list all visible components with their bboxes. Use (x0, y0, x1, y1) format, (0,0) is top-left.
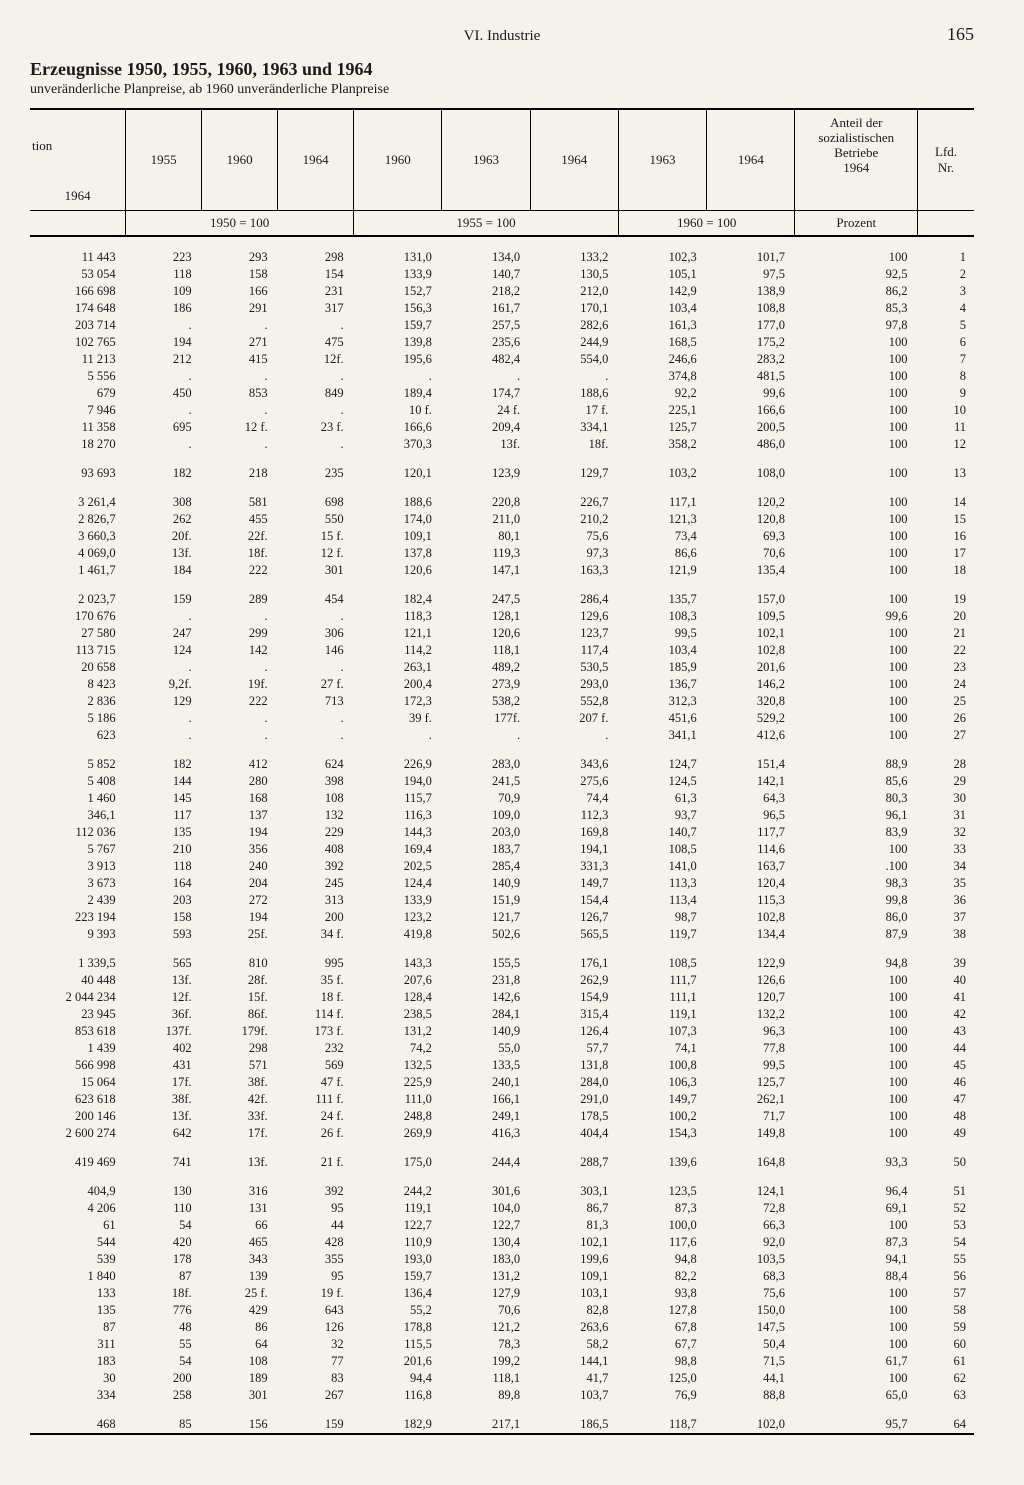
table-row: 93 693182218235120,1123,9129,7103,2108,0… (30, 465, 974, 482)
table-row: 223 194158194200123,2121,7126,798,7102,8… (30, 909, 974, 926)
bottom-rule (30, 1433, 974, 1434)
table-row: 623 61838f.42f.111 f.111,0166,1291,0149,… (30, 1091, 974, 1108)
table-row: 346,1117137132116,3109,0112,393,796,596,… (30, 807, 974, 824)
table-row: 3 261,4308581698188,6220,8226,7117,1120,… (30, 494, 974, 511)
table-row: 7 946...10 f.24 f.17 f.225,1166,610010 (30, 402, 974, 419)
data-table: tion 1955 1960 1964 1960 1963 1964 1963 … (30, 108, 974, 1435)
col-1960: 1960 (202, 109, 278, 210)
chapter-label: VI. Industrie (90, 28, 914, 45)
col-1964: 1964 (278, 109, 354, 210)
table-row: 302001898394,4118,141,7125,044,110062 (30, 1370, 974, 1387)
table-row: 11 443223293298131,0134,0133,2102,3101,7… (30, 249, 974, 266)
table-row: 53 054118158154133,9140,7130,5105,197,59… (30, 266, 974, 283)
page-number: 165 (914, 24, 974, 45)
page-subtitle: unveränderliche Planpreise, ab 1960 unve… (30, 82, 974, 98)
col-1964a: 1964 (30, 182, 126, 211)
table-row: 15 06417f.38f.47 f.225,9240,1284,0106,31… (30, 1074, 974, 1091)
table-row: 2 826,7262455550174,0211,0210,2121,3120,… (30, 511, 974, 528)
table-row: 2 023,7159289454182,4247,5286,4135,7157,… (30, 591, 974, 608)
base-1950: 1950 = 100 (126, 210, 354, 235)
col-1964b: 1964 (530, 109, 618, 210)
table-row: 2 044 23412f.15f.18 f.128,4142,6154,9111… (30, 989, 974, 1006)
table-row: 679450853849189,4174,7188,692,299,61009 (30, 385, 974, 402)
table-row: 853 618137f.179f.173 f.131,2140,9126,410… (30, 1023, 974, 1040)
col-tion: tion (30, 109, 126, 182)
table-row: 18 270...370,313f.18f.358,2486,010012 (30, 436, 974, 453)
base-1955: 1955 = 100 (354, 210, 619, 235)
table-row: 166 698109166231152,7218,2212,0142,9138,… (30, 283, 974, 300)
col-lfd: Lfd. Nr. (918, 109, 974, 210)
table-row: 1 8408713995159,7131,2109,182,268,388,45… (30, 1268, 974, 1285)
table-row: 419 46974113f.21 f.175,0244,4288,7139,61… (30, 1154, 974, 1171)
table-row: 4 069,013f.18f.12 f.137,8119,397,386,670… (30, 545, 974, 562)
table-row: 61546644122,7122,781,3100,066,310053 (30, 1217, 974, 1234)
table-row: 27 580247299306121,1120,6123,799,5102,11… (30, 625, 974, 642)
table-row: 40 44813f.28f.35 f.207,6231,8262,9111,71… (30, 972, 974, 989)
table-row: 1 43940229823274,255,057,774,177,810044 (30, 1040, 974, 1057)
base-1960: 1960 = 100 (618, 210, 795, 235)
col-1955: 1955 (126, 109, 202, 210)
table-row: 5 767210356408169,4183,7194,1108,5114,61… (30, 841, 974, 858)
table-row: 2 600 27464217f.26 f.269,9416,3404,4154,… (30, 1125, 974, 1142)
header-row-2: 1950 = 100 1955 = 100 1960 = 100 Prozent (30, 210, 974, 235)
table-row: 23 94536f.86f.114 f.238,5284,1315,4119,1… (30, 1006, 974, 1023)
col-prozent: Prozent (795, 210, 918, 235)
table-row: 5 186...39 f.177f.207 f.451,6529,210026 (30, 710, 974, 727)
col-1963: 1963 (442, 109, 530, 210)
table-row: 3 673164204245124,4140,9149,7113,3120,49… (30, 875, 974, 892)
col-anteil: Anteil der sozialistischen Betriebe 1964 (795, 109, 918, 182)
table-row: 174 648186291317156,3161,7170,1103,4108,… (30, 300, 974, 317)
table-row: 8 4239,2f.19f.27 f.200,4273,9293,0136,71… (30, 676, 974, 693)
col-1960b: 1960 (354, 109, 442, 210)
table-row: 102 765194271475139,8235,6244,9168,5175,… (30, 334, 974, 351)
table-row: 13577642964355,270,682,8127,8150,010058 (30, 1302, 974, 1319)
table-row: 20 658...263,1489,2530,5185,9201,610023 (30, 659, 974, 676)
table-row: 404,9130316392244,2301,6303,1123,5124,19… (30, 1183, 974, 1200)
table-row: 566 998431571569132,5133,5131,8100,899,5… (30, 1057, 974, 1074)
table-row: 5 852182412624226,9283,0343,6124,7151,48… (30, 756, 974, 773)
table-row: 311556432115,578,358,267,750,410060 (30, 1336, 974, 1353)
table-row: 2 439203272313133,9151,9154,4113,4115,39… (30, 892, 974, 909)
col-1964c: 1964 (707, 109, 795, 210)
table-row: 9 39359325f.34 f.419,8502,6565,5119,7134… (30, 926, 974, 943)
header-row: VI. Industrie 165 (30, 24, 974, 45)
table-row: 11 35869512 f.23 f.166,6209,4334,1125,72… (30, 419, 974, 436)
page: VI. Industrie 165 Erzeugnisse 1950, 1955… (0, 0, 1024, 1485)
table-row: 2 836129222713172,3538,2552,8312,3320,81… (30, 693, 974, 710)
table-row: 4 20611013195119,1104,086,787,372,869,15… (30, 1200, 974, 1217)
table-row: 3 913118240392202,5285,4331,3141,0163,7.… (30, 858, 974, 875)
col-1963b: 1963 (618, 109, 706, 210)
table-row: 203 714...159,7257,5282,6161,3177,097,85 (30, 317, 974, 334)
table-row: 539178343355193,0183,0199,694,8103,594,1… (30, 1251, 974, 1268)
table-row: 334258301267116,889,8103,776,988,865,063 (30, 1387, 974, 1404)
table-body: 11 443223293298131,0134,0133,2102,3101,7… (30, 249, 974, 1433)
table-row: 200 14613f.33f.24 f.248,8249,1178,5100,2… (30, 1108, 974, 1125)
table-row: 46885156159182,9217,1186,5118,7102,095,7… (30, 1416, 974, 1433)
table-row: 5 408144280398194,0241,5275,6124,5142,18… (30, 773, 974, 790)
page-title: Erzeugnisse 1950, 1955, 1960, 1963 und 1… (30, 59, 974, 80)
table-row: 1 339,5565810995143,3155,5176,1108,5122,… (30, 955, 974, 972)
table-row: 1835410877201,6199,2144,198,871,561,761 (30, 1353, 974, 1370)
table-row: 1 461,7184222301120,6147,1163,3121,9135,… (30, 562, 974, 579)
table-row: 113 715124142146114,2118,1117,4103,4102,… (30, 642, 974, 659)
table-row: 874886126178,8121,2263,667,8147,510059 (30, 1319, 974, 1336)
header-row-1: tion 1955 1960 1964 1960 1963 1964 1963 … (30, 109, 974, 182)
table-row: 544420465428110,9130,4102,1117,692,087,3… (30, 1234, 974, 1251)
table-row: 1 460145168108115,770,974,461,364,380,33… (30, 790, 974, 807)
table-row: 3 660,320f.22f.15 f.109,180,175,673,469,… (30, 528, 974, 545)
table-row: 623......341,1412,610027 (30, 727, 974, 744)
table-row: 13318f.25 f.19 f.136,4127,9103,193,875,6… (30, 1285, 974, 1302)
table-row: 11 21321241512f.195,6482,4554,0246,6283,… (30, 351, 974, 368)
table-row: 112 036135194229144,3203,0169,8140,7117,… (30, 824, 974, 841)
table-row: 5 556......374,8481,51008 (30, 368, 974, 385)
table-row: 170 676...118,3128,1129,6108,3109,599,62… (30, 608, 974, 625)
